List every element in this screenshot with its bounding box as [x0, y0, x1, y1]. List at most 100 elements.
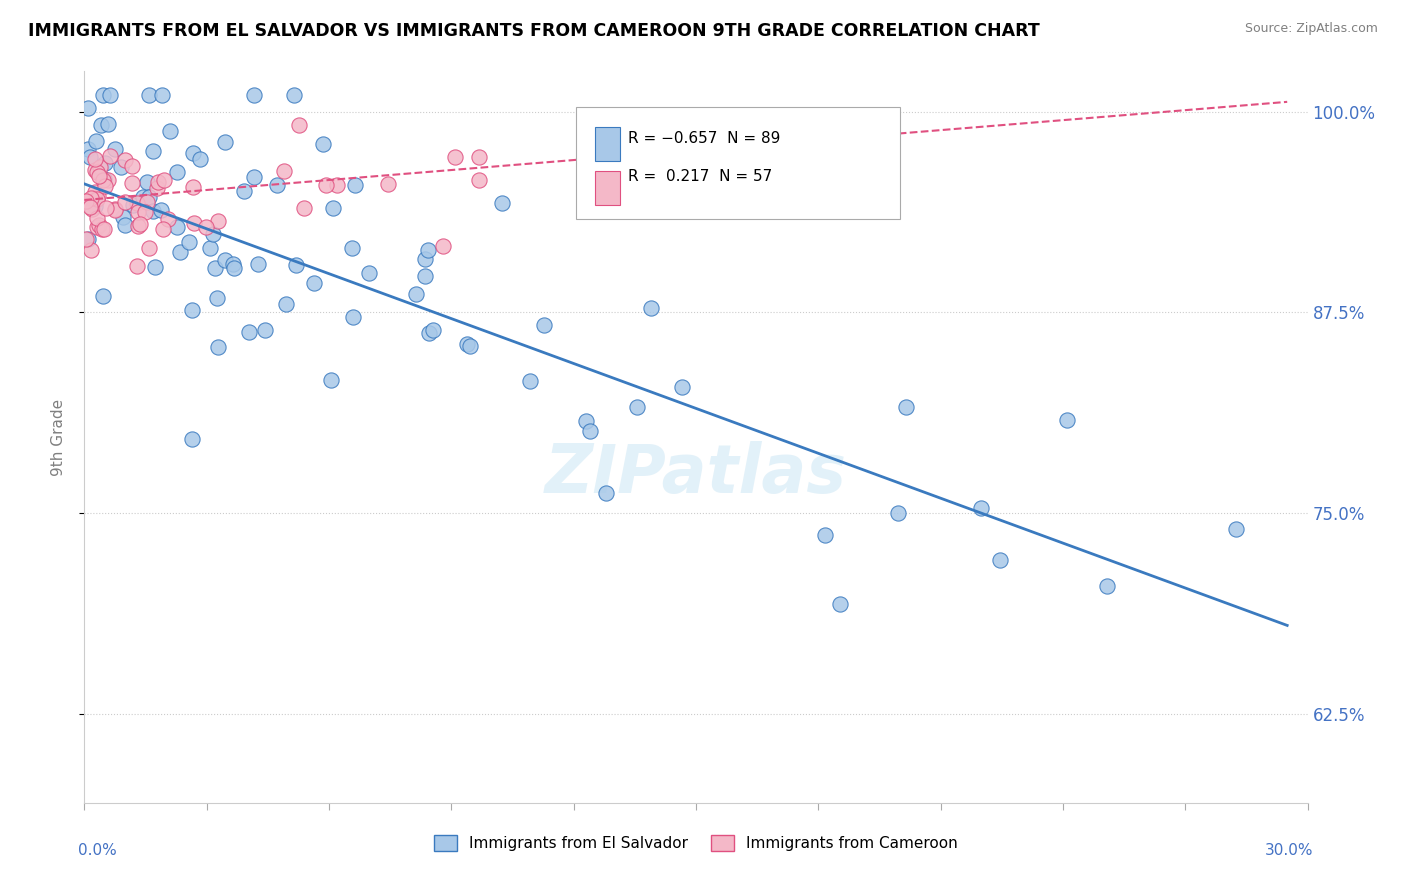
Point [86, 165, 108, 179]
Point [319, 373, 342, 387]
Point [988, 553, 1011, 567]
Point [274, 297, 297, 311]
Point [238, 326, 260, 340]
Text: 30.0%: 30.0% [1265, 843, 1313, 858]
Point [136, 175, 159, 189]
Point [519, 374, 541, 388]
Point [80, 243, 103, 257]
Text: 0.0%: 0.0% [79, 843, 117, 858]
Point [326, 178, 349, 192]
Point [626, 400, 648, 414]
Point [138, 88, 160, 103]
Point [181, 145, 204, 160]
Point [87, 169, 110, 183]
Point [142, 203, 165, 218]
Point [93, 172, 115, 186]
Point [121, 198, 143, 212]
Point [575, 414, 598, 428]
Point [342, 241, 364, 255]
Point [894, 400, 917, 414]
Point [98, 88, 121, 103]
Point [86, 219, 108, 234]
Point [91, 289, 114, 303]
Point [467, 173, 489, 187]
Point [114, 195, 136, 210]
Point [89, 160, 111, 174]
Point [377, 177, 399, 191]
Legend: Immigrants from El Salvador, Immigrants from Cameroon: Immigrants from El Salvador, Immigrants … [427, 830, 965, 857]
Point [77, 232, 100, 246]
Point [79, 150, 101, 164]
Point [90, 118, 112, 132]
Point [418, 326, 440, 340]
Point [242, 169, 264, 184]
Point [273, 164, 295, 178]
Point [671, 380, 693, 394]
Point [312, 136, 335, 151]
Point [91, 173, 114, 187]
Point [104, 202, 127, 216]
Point [322, 201, 344, 215]
Point [1056, 413, 1078, 427]
Point [467, 150, 489, 164]
Point [221, 257, 243, 271]
Point [181, 302, 204, 317]
Point [100, 149, 122, 163]
Point [91, 222, 114, 236]
Point [77, 142, 100, 156]
Point [578, 424, 600, 438]
Point [254, 323, 277, 337]
Point [83, 199, 105, 213]
Point [418, 243, 440, 257]
Point [93, 88, 115, 103]
Point [969, 501, 991, 516]
Point [640, 301, 662, 316]
Point [207, 213, 229, 227]
Point [134, 205, 156, 219]
Point [104, 203, 127, 218]
Point [202, 227, 225, 242]
Point [86, 192, 108, 206]
Point [79, 191, 101, 205]
Point [200, 241, 222, 255]
Point [188, 152, 211, 166]
Point [84, 134, 107, 148]
Point [121, 159, 143, 173]
Point [207, 341, 229, 355]
Point [79, 200, 101, 214]
Point [458, 338, 481, 352]
Point [127, 205, 149, 219]
Point [166, 164, 188, 178]
Point [204, 261, 226, 276]
Point [153, 173, 176, 187]
Point [87, 189, 110, 203]
Point [82, 202, 104, 217]
Point [205, 291, 228, 305]
Point [284, 258, 307, 272]
Point [97, 117, 120, 131]
Point [84, 152, 107, 166]
Point [166, 219, 188, 234]
Point [247, 257, 270, 271]
Point [149, 202, 172, 217]
Point [132, 190, 155, 204]
Point [112, 210, 135, 224]
Point [96, 201, 118, 215]
Point [181, 432, 204, 446]
Point [422, 323, 444, 337]
Point [94, 156, 117, 170]
Text: R =  0.217  N = 57: R = 0.217 N = 57 [628, 169, 773, 185]
Point [456, 336, 478, 351]
Point [97, 173, 120, 187]
Point [87, 218, 110, 232]
Point [75, 232, 97, 246]
Point [405, 287, 427, 301]
Point [138, 190, 160, 204]
Point [283, 88, 305, 103]
Point [292, 202, 315, 216]
Point [343, 178, 366, 192]
Point [135, 194, 157, 209]
Point [595, 485, 617, 500]
Point [413, 269, 436, 284]
Point [287, 118, 309, 132]
